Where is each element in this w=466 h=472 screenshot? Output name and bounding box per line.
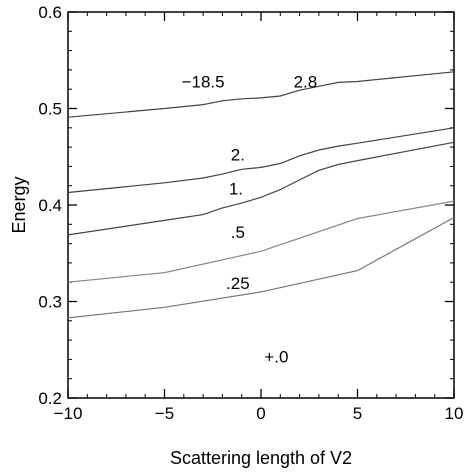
curve-label: 2.: [231, 146, 245, 165]
x-tick-label: 0: [256, 404, 265, 423]
curve-label: +.0: [264, 347, 288, 366]
curve-label: 1.: [229, 179, 243, 198]
y-tick-label: 0.2: [38, 389, 62, 408]
x-tick-label: −5: [155, 404, 174, 423]
series-line-1: [67, 71, 455, 118]
curve-labels: −18.5 2.8 2. 1. .5 .25 +.0: [182, 72, 318, 366]
major-ticks: [67, 11, 455, 399]
curve-label: −18.5: [182, 72, 225, 91]
plot-frame: [67, 11, 455, 399]
x-tick-label: 10: [445, 404, 464, 423]
y-tick-label: 0.6: [38, 3, 62, 22]
curve-label: .5: [231, 223, 245, 242]
series-line-5: [67, 216, 455, 319]
x-axis-title: Scattering length of V2: [170, 448, 352, 468]
y-tick-label: 0.3: [38, 293, 62, 312]
series-line-3: [67, 141, 455, 236]
y-tick-label: 0.4: [38, 196, 62, 215]
series-line-2: [67, 127, 455, 194]
x-tick-label: −10: [54, 404, 83, 423]
curve-label: .25: [226, 274, 250, 293]
series-group: [67, 71, 455, 319]
series-line-4: [67, 200, 455, 283]
y-axis-title: Energy: [9, 176, 29, 233]
tick-labels: −10 −5 0 5 10 0.2 0.3 0.4 0.5 0.6: [38, 3, 463, 423]
y-tick-label: 0.5: [38, 100, 62, 119]
curve-label: 2.8: [294, 72, 318, 91]
x-tick-label: 5: [353, 404, 362, 423]
minor-ticks: [67, 11, 455, 399]
